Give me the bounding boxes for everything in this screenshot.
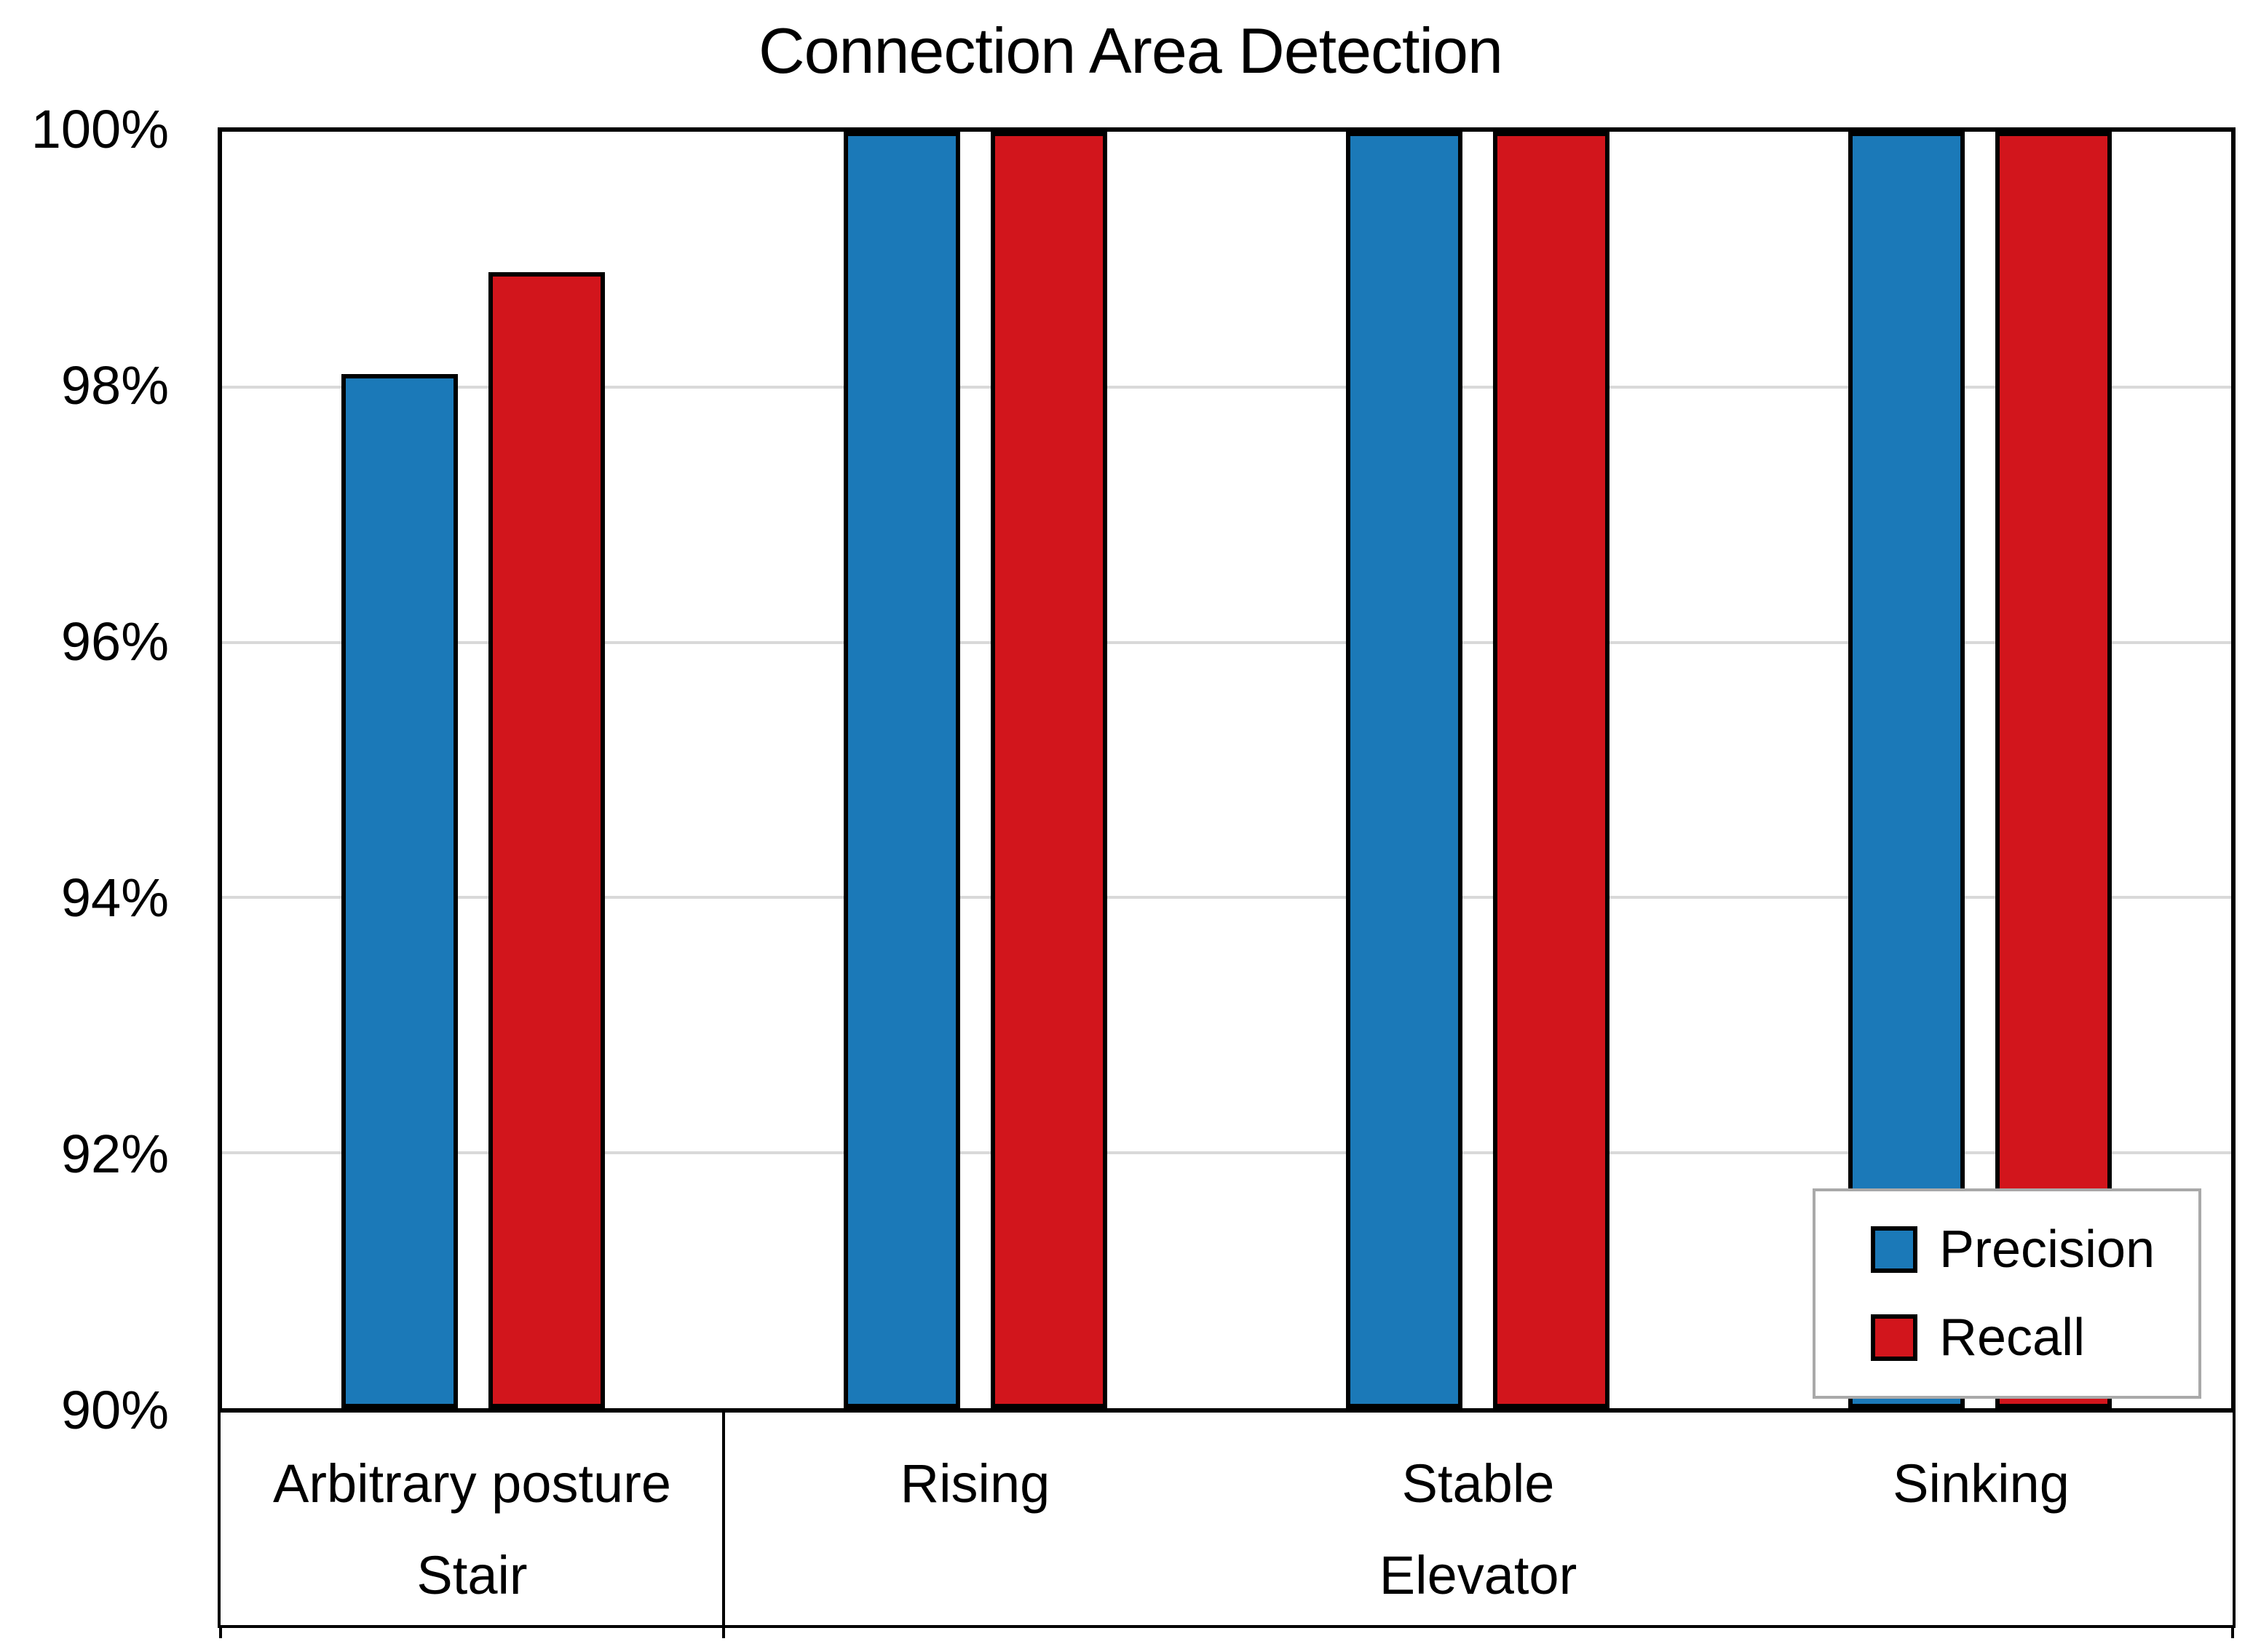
gridline-94 [222,896,2231,900]
legend-entry-precision: Precision [1871,1220,2198,1279]
recall-swatch-icon [1871,1314,1917,1361]
category-label-sinking: Sinking [1893,1453,2070,1514]
legend-label-recall: Recall [1939,1308,2086,1367]
y-tick-label-90: 90% [60,1380,169,1440]
bar-precision-stable [1346,132,1462,1408]
y-tick-label-98: 98% [60,355,169,416]
gridline-96 [222,640,2231,644]
category-label-arbitrary-posture: Arbitrary posture [273,1453,671,1514]
legend: Precision Recall [1813,1188,2201,1399]
category-label-rising: Rising [900,1453,1050,1514]
y-tick-label-94: 94% [60,867,169,928]
category-label-stable: Stable [1401,1453,1555,1514]
bar-recall-arbitrary-posture [488,272,605,1408]
chart-title: Connection Area Detection [759,15,1503,87]
bar-recall-stable [1493,132,1609,1408]
x-axis-category-box: Arbitrary posture Rising Stable Sinking Stai… [218,1413,2236,1638]
y-tick-label-96: 96% [60,611,169,672]
gridline-92 [222,1151,2231,1155]
group-label-elevator: Elevator [1379,1545,1577,1605]
x-axis-tick [722,1625,725,1638]
group-divider [722,1413,725,1625]
bar-precision-rising [844,132,960,1408]
bar-precision-arbitrary-posture [341,374,458,1408]
y-tick-label-100: 100% [31,99,169,159]
precision-swatch-icon [1871,1226,1917,1274]
bar-recall-rising [991,132,1107,1408]
group-label-stair: Stair [416,1545,528,1605]
legend-entry-recall: Recall [1871,1309,2198,1367]
gridline-98 [222,385,2231,389]
x-axis-tick [219,1625,222,1638]
y-tick-label-92: 92% [60,1124,169,1184]
x-axis-tick [2231,1625,2234,1638]
legend-label-precision: Precision [1939,1220,2155,1279]
